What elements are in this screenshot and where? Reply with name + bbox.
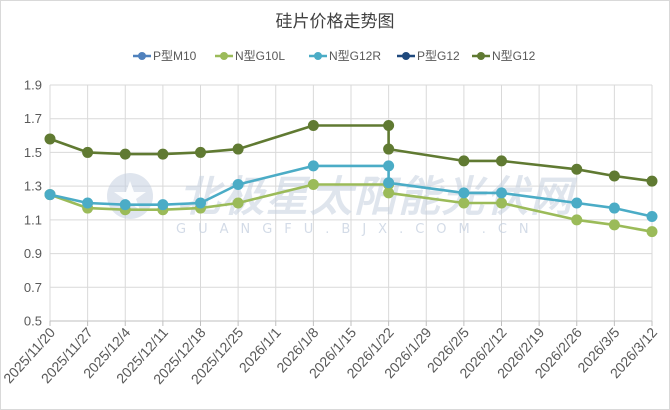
- data-point: [195, 197, 206, 209]
- data-point: [157, 148, 169, 160]
- x-axis-labels: 2025/11/202025/11/272025/12/42025/12/112…: [0, 324, 660, 387]
- data-point: [383, 119, 395, 131]
- chart-title: 硅片价格走势图: [276, 12, 395, 31]
- legend-item-p-m10: P型M10: [133, 49, 197, 63]
- data-point: [496, 155, 507, 167]
- y-tick-label: 1.9: [24, 78, 42, 93]
- data-point: [232, 143, 244, 155]
- plot-area: [44, 119, 658, 238]
- data-point: [82, 146, 94, 158]
- watermark: 北极星太阳能光伏网 GUANGFU.BJX.COM.CN: [107, 172, 578, 237]
- data-point: [646, 175, 658, 187]
- legend-item-p-g12: P型G12: [397, 49, 460, 63]
- data-point: [496, 187, 507, 199]
- series-group: [44, 119, 658, 187]
- legend-item-n-g10l: N型G10L: [215, 49, 285, 63]
- logo-star: [114, 181, 146, 210]
- data-point: [608, 219, 620, 231]
- y-tick-label: 1.7: [24, 111, 42, 126]
- y-tick-label: 0.9: [24, 246, 42, 261]
- data-point: [307, 178, 319, 190]
- data-point: [571, 214, 583, 226]
- legend-item-n-g12: N型G12: [472, 49, 536, 63]
- data-point: [571, 197, 583, 209]
- watermark-url: GUANGFU.BJX.COM.CN: [176, 222, 541, 237]
- legend-symbol-marker: [314, 52, 322, 60]
- y-tick-label: 1.3: [24, 179, 42, 194]
- data-point: [608, 202, 620, 214]
- y-axis-labels: 0.5 0.7 0.9 1.1 1.3 1.5 1.7 1.9: [24, 78, 42, 329]
- data-point: [82, 197, 94, 209]
- data-point: [157, 199, 169, 211]
- series-line: [48, 124, 654, 183]
- series-group: [44, 160, 658, 222]
- data-point: [195, 146, 206, 158]
- data-point: [44, 189, 56, 201]
- y-tick-label: 0.7: [24, 280, 42, 295]
- data-point: [646, 226, 658, 238]
- data-point: [571, 163, 583, 175]
- logo-icon: [107, 173, 153, 219]
- data-point: [458, 197, 470, 209]
- data-point: [44, 133, 56, 145]
- y-tick-label: 1.1: [24, 212, 42, 227]
- series-line: [48, 164, 654, 218]
- watermark-text: 北极星太阳能光伏网: [178, 172, 578, 221]
- data-point: [496, 197, 507, 209]
- legend-label: N型G10L: [235, 49, 285, 63]
- legend-label: N型G12: [492, 49, 536, 63]
- y-tick-label: 1.5: [24, 145, 42, 160]
- data-point: [119, 148, 131, 160]
- legend-item-n-g12r: N型G12R: [309, 49, 381, 63]
- axes: [49, 320, 653, 326]
- data-point: [307, 160, 319, 172]
- data-point: [383, 143, 395, 155]
- legend-symbol-marker: [477, 52, 485, 60]
- series-line: [48, 183, 654, 233]
- legend-label: N型G12R: [329, 49, 381, 63]
- data-point: [383, 160, 395, 172]
- data-point: [646, 210, 658, 222]
- data-point: [458, 155, 470, 167]
- data-point: [458, 187, 470, 199]
- legend-symbol-marker: [402, 52, 410, 60]
- legend-label: P型M10: [153, 49, 197, 63]
- legend-symbol-marker: [138, 52, 146, 60]
- data-point: [307, 119, 319, 131]
- data-point: [119, 199, 131, 211]
- data-point: [232, 178, 244, 190]
- legend: P型M10 N型G10L N型G12R P型G12 N型G12: [133, 49, 536, 63]
- data-point: [608, 170, 620, 182]
- legend-label: P型G12: [417, 49, 460, 63]
- data-point: [232, 197, 244, 209]
- legend-symbol-marker: [220, 52, 228, 60]
- data-point: [383, 187, 395, 199]
- y-tick-label: 0.5: [24, 314, 42, 329]
- data-point: [383, 177, 395, 189]
